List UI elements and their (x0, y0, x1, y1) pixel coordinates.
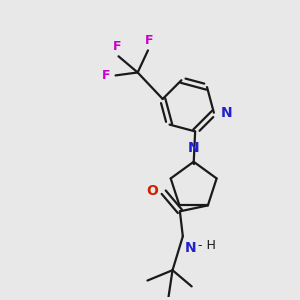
Text: F: F (145, 34, 154, 47)
Text: N: N (184, 241, 196, 255)
Text: - H: - H (198, 239, 216, 252)
Text: N: N (220, 106, 232, 120)
Text: O: O (146, 184, 158, 198)
Text: N: N (188, 141, 200, 155)
Text: F: F (102, 69, 110, 82)
Text: F: F (113, 40, 121, 53)
